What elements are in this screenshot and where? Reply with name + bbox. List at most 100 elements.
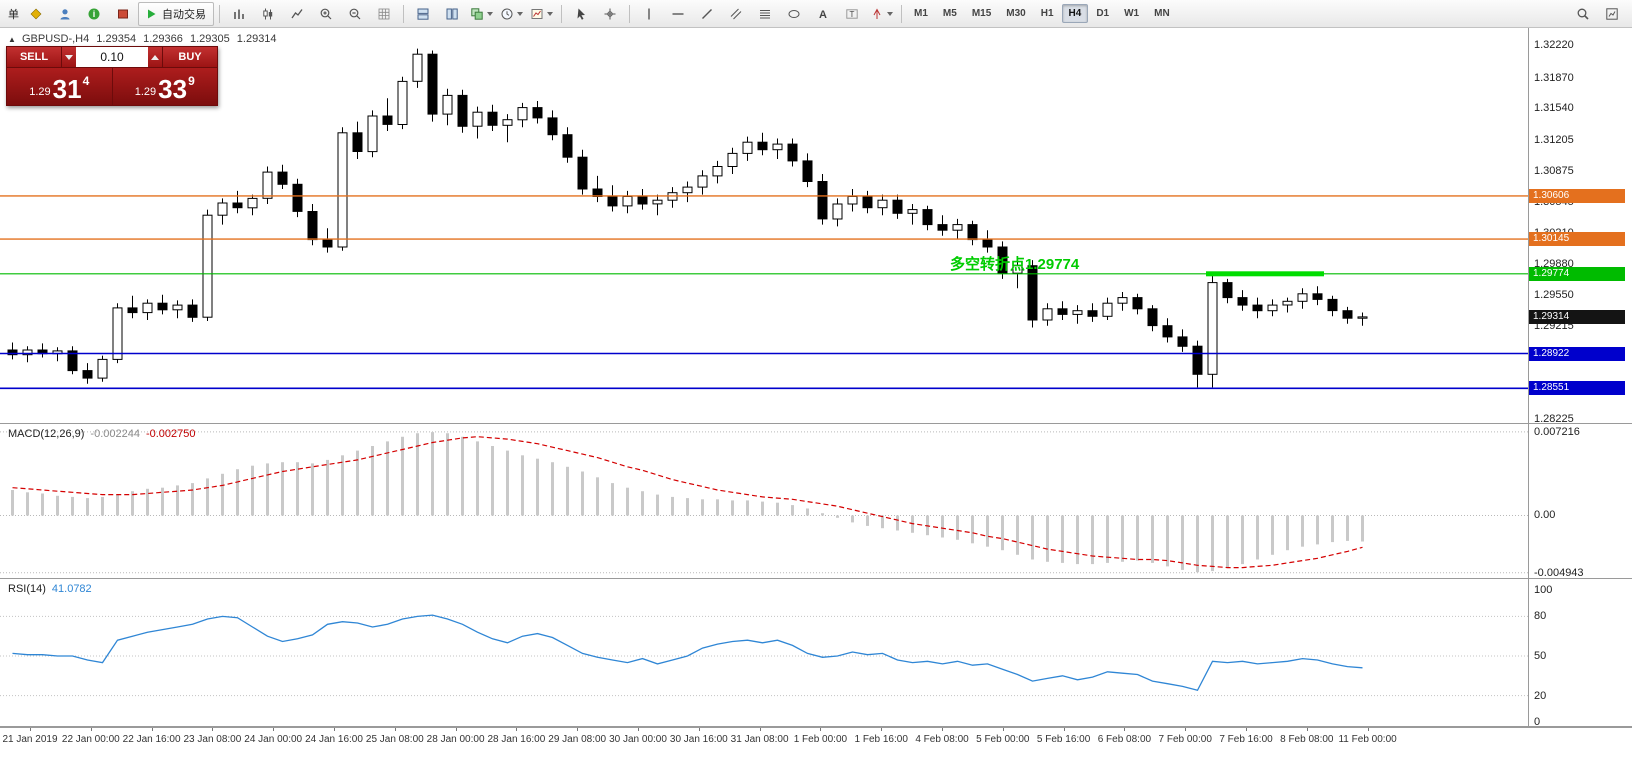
time-axis-tick bbox=[820, 728, 822, 731]
line-chart-icon[interactable] bbox=[283, 2, 311, 26]
collapse-arrow-icon[interactable]: ▲ bbox=[8, 35, 16, 44]
shapes-icon[interactable] bbox=[780, 2, 808, 26]
chart-window-icon[interactable] bbox=[1598, 2, 1626, 26]
cursor-icon[interactable] bbox=[567, 2, 595, 26]
volume-decrease-button[interactable] bbox=[62, 46, 76, 68]
tile-vertical-icon[interactable] bbox=[438, 2, 466, 26]
cascade-icon[interactable] bbox=[467, 2, 496, 26]
search-icon[interactable] bbox=[1569, 2, 1597, 26]
stepper-down-icon bbox=[65, 54, 73, 60]
sell-price-display[interactable]: 1.29 31 4 bbox=[6, 68, 112, 106]
time-axis[interactable]: 21 Jan 2019 22 Jan 00:00 22 Jan 16:00 23 Ja… bbox=[0, 727, 1632, 772]
buy-price-base: 1.29 bbox=[134, 86, 157, 98]
macd-histogram bbox=[11, 432, 1364, 573]
rsi-plot[interactable] bbox=[0, 579, 1528, 726]
pivot-point-annotation[interactable]: 多空转折点1.29774 bbox=[950, 256, 1080, 273]
info-icon[interactable]: i bbox=[80, 2, 108, 26]
rsi-axis-label: 80 bbox=[1534, 610, 1547, 623]
fibo-icon[interactable] bbox=[751, 2, 779, 26]
timeframe-w1-button[interactable]: W1 bbox=[1124, 8, 1140, 19]
timeframe-m30-button[interactable]: M30 bbox=[1006, 8, 1026, 19]
bar-chart-icon bbox=[234, 9, 244, 19]
time-axis-tick bbox=[1367, 728, 1369, 731]
time-axis-label: 31 Jan 08:00 bbox=[730, 734, 789, 745]
rsi-panel: RSI(14) 41.0782 100 80 50 20 0 bbox=[0, 579, 1632, 728]
text-icon[interactable]: A bbox=[809, 2, 837, 26]
zoom-in-icon[interactable] bbox=[312, 2, 340, 26]
price-level-badge: 1.28922 bbox=[1529, 346, 1625, 361]
symbol-period-label: GBPUSD-,H4 bbox=[21, 33, 90, 45]
macd-axis-label: -0.004943 bbox=[1534, 566, 1584, 579]
grid-icon[interactable] bbox=[370, 2, 398, 26]
zoom-out-icon[interactable] bbox=[341, 2, 369, 26]
label-icon[interactable]: T bbox=[838, 2, 866, 26]
time-axis-label: 21 Jan 2019 bbox=[2, 734, 58, 745]
tile-horizontal-icon[interactable] bbox=[409, 2, 437, 26]
timeframe-m15-button[interactable]: M15 bbox=[971, 8, 992, 19]
trendline-icon[interactable] bbox=[693, 2, 721, 26]
vline-icon[interactable] bbox=[635, 2, 663, 26]
volume-increase-button[interactable] bbox=[148, 46, 162, 68]
cascade-icon bbox=[471, 7, 483, 20]
price-chart-plot[interactable] bbox=[0, 28, 1528, 423]
macd-axis[interactable]: 0.007216 0.00 -0.004943 bbox=[1528, 424, 1632, 579]
candle-chart-icon[interactable] bbox=[254, 2, 282, 26]
user-icon[interactable] bbox=[51, 2, 79, 26]
main-chart-panel: ▲ GBPUSD-,H4 1.29354 1.29366 1.29305 1.2… bbox=[0, 28, 1632, 425]
vline-icon bbox=[648, 8, 650, 19]
rsi-line bbox=[12, 614, 1363, 692]
timeframe-mn-button[interactable]: MN bbox=[1154, 8, 1170, 19]
time-axis-tick bbox=[942, 728, 943, 731]
channel-icon[interactable] bbox=[722, 2, 750, 26]
macd-plot[interactable] bbox=[0, 424, 1528, 578]
one-click-trading-panel: SELL BUY 1.29 31 4 1.29 33 9 bbox=[6, 46, 218, 106]
volume-input[interactable] bbox=[76, 49, 148, 65]
sell-price-base: 1.29 bbox=[29, 86, 51, 98]
hline-icon[interactable] bbox=[664, 2, 692, 26]
sell-button[interactable]: SELL bbox=[6, 46, 62, 68]
bar-chart-icon[interactable] bbox=[225, 2, 253, 26]
ohlc-open: 1.29354 bbox=[96, 33, 137, 45]
price-axis-label: 1.30875 bbox=[1534, 164, 1574, 177]
timeframe-m5-button[interactable]: M5 bbox=[942, 8, 957, 19]
diamond-icon[interactable] bbox=[22, 2, 50, 26]
timeframe-h1-button[interactable]: H1 bbox=[1040, 8, 1054, 19]
toolbar-separator bbox=[629, 4, 630, 23]
time-axis-label: 4 Feb 08:00 bbox=[915, 734, 969, 745]
new-order-label: 单 bbox=[8, 8, 19, 21]
channel-icon bbox=[730, 8, 742, 19]
dropdown-arrow-icon bbox=[517, 11, 523, 16]
text-icon: A bbox=[819, 9, 827, 21]
time-axis-label: 30 Jan 16:00 bbox=[669, 734, 728, 745]
arrows-icon[interactable] bbox=[867, 2, 896, 26]
timeframe-h4-button[interactable]: H4 bbox=[1061, 4, 1089, 23]
timeframe-m1-button[interactable]: M1 bbox=[914, 8, 928, 19]
pivot-trend-segment[interactable] bbox=[1206, 271, 1324, 277]
time-axis-tick bbox=[273, 728, 275, 731]
time-axis-label: 24 Jan 16:00 bbox=[305, 734, 363, 745]
macd-axis-label: 0.007216 bbox=[1534, 425, 1580, 438]
candle-chart-icon bbox=[263, 8, 273, 19]
toolbar: 单 i 自动交易 A T M1 M5 M15 M30 H1 H4 D1 W1 MN bbox=[0, 0, 1632, 28]
stepper-up-icon bbox=[151, 54, 159, 60]
tile-horizontal-icon bbox=[417, 8, 429, 20]
cube-icon[interactable] bbox=[109, 2, 137, 26]
time-axis-tick bbox=[90, 728, 92, 731]
rsi-axis[interactable]: 100 80 50 20 0 bbox=[1528, 579, 1632, 728]
ohlc-low: 1.29305 bbox=[189, 33, 230, 45]
grid-icon bbox=[378, 8, 390, 19]
time-axis-label: 28 Jan 16:00 bbox=[487, 734, 546, 745]
auto-trading-button[interactable]: 自动交易 bbox=[138, 1, 214, 26]
buy-price-display[interactable]: 1.29 33 9 bbox=[111, 68, 218, 106]
crosshair-icon[interactable] bbox=[596, 2, 624, 26]
time-axis-tick bbox=[455, 728, 457, 731]
sell-price-pip: 4 bbox=[82, 74, 90, 88]
buy-button[interactable]: BUY bbox=[162, 46, 218, 68]
template-icon[interactable] bbox=[527, 2, 556, 26]
time-axis-label: 1 Feb 00:00 bbox=[793, 734, 848, 745]
clock-icon[interactable] bbox=[497, 2, 526, 26]
price-axis[interactable]: 1.322201.318701.315401.312051.308751.305… bbox=[1528, 28, 1632, 425]
time-axis-tick bbox=[334, 728, 335, 731]
timeframe-d1-button[interactable]: D1 bbox=[1096, 8, 1110, 19]
time-axis-tick bbox=[1002, 728, 1004, 731]
